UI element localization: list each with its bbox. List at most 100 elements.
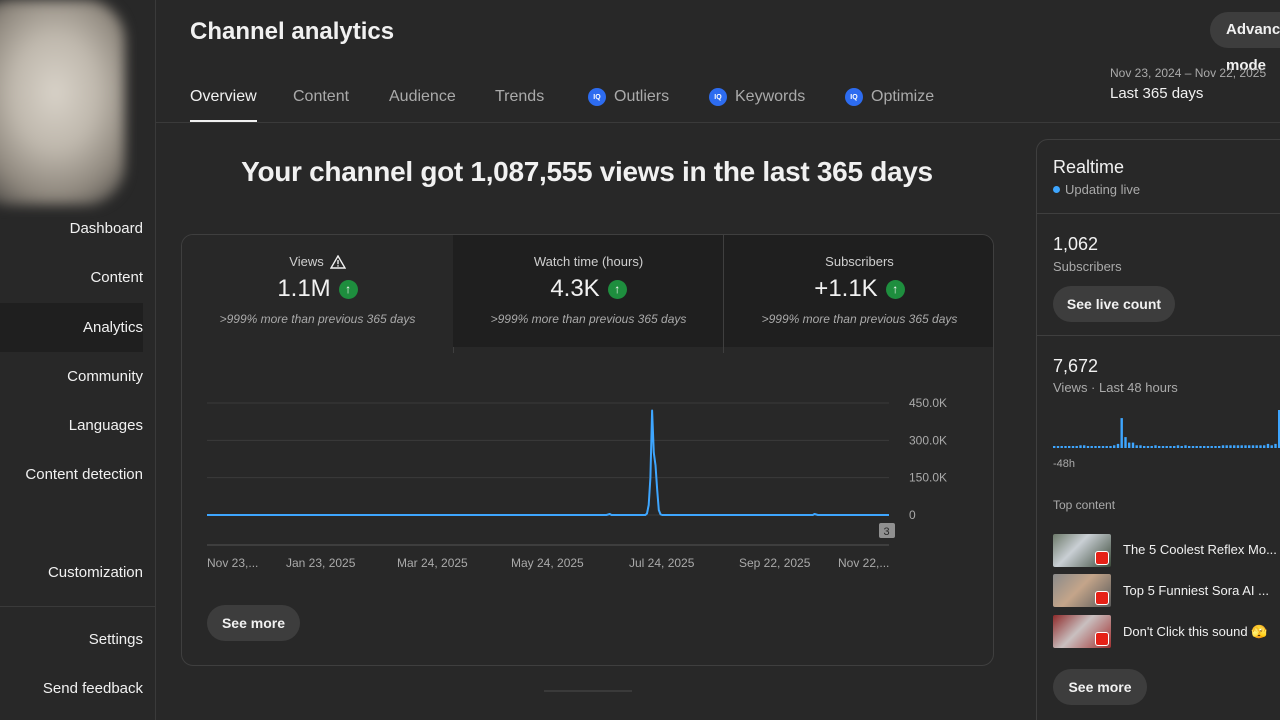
sidebar-item-content-detection[interactable]: Content detection bbox=[0, 450, 143, 499]
date-range[interactable]: Nov 23, 2024 – Nov 22, 2025 bbox=[1110, 66, 1267, 80]
channel-avatar[interactable] bbox=[0, 0, 125, 205]
video-thumbnail[interactable] bbox=[1053, 534, 1111, 567]
realtime-bar[interactable] bbox=[1060, 446, 1063, 448]
realtime-bar[interactable] bbox=[1225, 445, 1228, 448]
realtime-bar[interactable] bbox=[1124, 437, 1127, 448]
sidebar-item-languages[interactable]: Languages bbox=[0, 401, 143, 450]
realtime-bar[interactable] bbox=[1191, 446, 1195, 448]
realtime-bar[interactable] bbox=[1154, 445, 1157, 448]
sidebar-item-dashboard[interactable]: Dashboard bbox=[0, 204, 143, 253]
realtime-bar[interactable] bbox=[1128, 442, 1131, 448]
realtime-bar[interactable] bbox=[1101, 446, 1105, 448]
realtime-bar[interactable] bbox=[1218, 446, 1221, 448]
realtime-bar[interactable] bbox=[1244, 445, 1247, 448]
sidebar-item-content[interactable]: Content bbox=[0, 253, 143, 302]
metric-views[interactable]: Views 1.1M ↑ >999% more than previous 36… bbox=[182, 235, 453, 347]
realtime-bar[interactable] bbox=[1188, 446, 1191, 448]
sidebar-item-send-feedback[interactable]: Send feedback bbox=[0, 664, 143, 713]
realtime-bar[interactable] bbox=[1236, 445, 1240, 448]
realtime-bar[interactable] bbox=[1068, 446, 1071, 448]
date-range-label[interactable]: Last 365 days bbox=[1110, 85, 1204, 102]
chart-marker[interactable] bbox=[879, 523, 895, 538]
tab-overview[interactable]: Overview bbox=[190, 80, 257, 122]
realtime-bar[interactable] bbox=[1169, 446, 1172, 448]
realtime-bar[interactable] bbox=[1259, 445, 1262, 448]
realtime-bar[interactable] bbox=[1233, 445, 1236, 448]
y-tick-label: 300.0K bbox=[909, 433, 947, 447]
see-more-button[interactable]: See more bbox=[207, 605, 300, 641]
metric-label-wrap: Watch time (hours) bbox=[453, 254, 724, 269]
realtime-bar[interactable] bbox=[1098, 446, 1101, 448]
realtime-bar[interactable] bbox=[1199, 446, 1202, 448]
metric-subscribers[interactable]: Subscribers +1.1K ↑ >999% more than prev… bbox=[724, 235, 993, 347]
realtime-bar[interactable] bbox=[1135, 445, 1138, 448]
video-title[interactable]: The 5 Coolest Reflex Mo... bbox=[1123, 542, 1277, 557]
realtime-see-more-button[interactable]: See more bbox=[1053, 669, 1147, 705]
realtime-bar[interactable] bbox=[1139, 445, 1142, 448]
sidebar-item-analytics[interactable]: Analytics bbox=[0, 303, 143, 352]
realtime-bar[interactable] bbox=[1270, 445, 1273, 448]
tab-audience[interactable]: Audience bbox=[389, 80, 456, 122]
realtime-bar[interactable] bbox=[1113, 445, 1116, 448]
realtime-bar[interactable] bbox=[1090, 446, 1093, 448]
realtime-bar[interactable] bbox=[1240, 445, 1243, 448]
tab-content[interactable]: Content bbox=[293, 80, 349, 122]
realtime-bar[interactable] bbox=[1158, 446, 1161, 448]
realtime-bar[interactable] bbox=[1266, 443, 1270, 448]
realtime-bar[interactable] bbox=[1274, 443, 1277, 448]
video-title[interactable]: Top 5 Funniest Sora AI ... bbox=[1123, 583, 1269, 598]
tab-optimize[interactable]: IQ Optimize bbox=[845, 80, 934, 122]
realtime-bar[interactable] bbox=[1263, 445, 1266, 448]
realtime-bar[interactable] bbox=[1221, 445, 1225, 448]
realtime-bar[interactable] bbox=[1195, 446, 1198, 448]
sidebar-item-customization[interactable]: Customization bbox=[0, 548, 143, 597]
realtime-bar[interactable] bbox=[1255, 445, 1258, 448]
realtime-bar[interactable] bbox=[1278, 410, 1280, 448]
realtime-bar[interactable] bbox=[1180, 446, 1183, 448]
advanced-mode-button[interactable]: Advanced mode bbox=[1210, 12, 1280, 74]
realtime-bar[interactable] bbox=[1079, 445, 1082, 448]
realtime-bar[interactable] bbox=[1105, 446, 1108, 448]
sidebar-item-settings[interactable]: Settings bbox=[0, 615, 143, 664]
realtime-bar[interactable] bbox=[1146, 446, 1150, 448]
realtime-bar[interactable] bbox=[1210, 446, 1213, 448]
realtime-bar[interactable] bbox=[1184, 445, 1187, 448]
realtime-bar[interactable] bbox=[1143, 446, 1146, 448]
realtime-bar[interactable] bbox=[1248, 445, 1251, 448]
video-thumbnail[interactable] bbox=[1053, 615, 1111, 648]
sidebar-item-community[interactable]: Community bbox=[0, 352, 143, 401]
realtime-bar[interactable] bbox=[1214, 446, 1217, 448]
realtime-bar[interactable] bbox=[1064, 446, 1067, 448]
realtime-bar[interactable] bbox=[1120, 418, 1123, 448]
realtime-bar[interactable] bbox=[1083, 445, 1086, 448]
realtime-bar[interactable] bbox=[1229, 445, 1232, 448]
tab-trends[interactable]: Trends bbox=[495, 80, 544, 122]
see-live-count-button[interactable]: See live count bbox=[1053, 286, 1175, 322]
realtime-bar[interactable] bbox=[1071, 446, 1075, 448]
realtime-bar[interactable] bbox=[1203, 446, 1206, 448]
views-series-line[interactable] bbox=[207, 409, 889, 516]
realtime-bar[interactable] bbox=[1161, 446, 1165, 448]
realtime-bar[interactable] bbox=[1086, 446, 1090, 448]
realtime-divider bbox=[1037, 213, 1280, 214]
metric-watch-time[interactable]: Watch time (hours) 4.3K ↑ >999% more tha… bbox=[453, 235, 724, 347]
realtime-bar[interactable] bbox=[1131, 442, 1135, 448]
realtime-bar[interactable] bbox=[1173, 446, 1176, 448]
realtime-bar[interactable] bbox=[1150, 446, 1153, 448]
realtime-bar[interactable] bbox=[1116, 443, 1120, 448]
realtime-bar[interactable] bbox=[1075, 446, 1078, 448]
tab-outliers[interactable]: IQ Outliers bbox=[588, 80, 669, 122]
views-chart[interactable]: 450.0K 300.0K 150.0K 0 Nov 23,... Jan 23, 202… bbox=[182, 235, 994, 666]
realtime-bar[interactable] bbox=[1056, 446, 1060, 448]
realtime-bar[interactable] bbox=[1094, 446, 1097, 448]
realtime-bar-chart[interactable] bbox=[1053, 400, 1280, 452]
realtime-bar[interactable] bbox=[1165, 446, 1168, 448]
video-thumbnail[interactable] bbox=[1053, 574, 1111, 607]
tab-keywords[interactable]: IQ Keywords bbox=[709, 80, 805, 122]
realtime-bar[interactable] bbox=[1251, 445, 1255, 448]
realtime-bar[interactable] bbox=[1176, 445, 1180, 448]
realtime-bar[interactable] bbox=[1053, 446, 1056, 448]
video-title[interactable]: Don't Click this sound 🫣 bbox=[1123, 624, 1268, 639]
realtime-bar[interactable] bbox=[1109, 446, 1112, 448]
realtime-bar[interactable] bbox=[1206, 446, 1210, 448]
